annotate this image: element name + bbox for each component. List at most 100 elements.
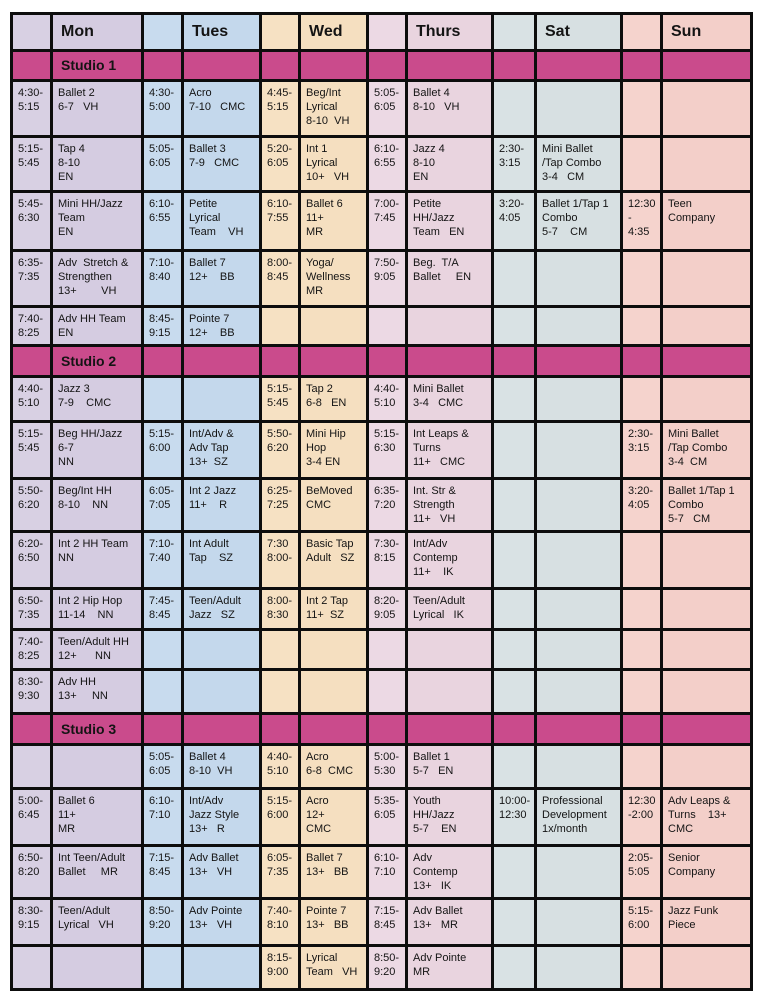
class-cell: Int 2 Hip Hop 11-14 NN: [53, 590, 141, 628]
time-cell: 3:20- 4:05: [623, 480, 660, 530]
studio-banner-cell: [369, 52, 405, 79]
time-cell: [369, 631, 405, 668]
class-cell: Jazz 4 8-10 EN: [408, 138, 491, 190]
time-cell: 7:15- 8:45: [144, 847, 181, 897]
class-cell: [537, 378, 620, 420]
class-cell: [408, 308, 491, 344]
time-cell: 5:50- 6:20: [262, 423, 298, 477]
time-cell: [494, 480, 534, 530]
class-cell: Ballet 6 11+ MR: [53, 790, 141, 844]
class-cell: [663, 746, 750, 787]
class-cell: [663, 138, 750, 190]
time-cell: 6:50- 8:20: [13, 847, 50, 897]
studio-banner-cell: [537, 52, 620, 79]
class-cell: [53, 746, 141, 787]
class-cell: Int 1 Lyrical 10+ VH: [301, 138, 366, 190]
time-cell: [623, 378, 660, 420]
studio-banner-cell: [13, 715, 50, 743]
time-cell: 6:05- 7:35: [262, 847, 298, 897]
time-cell: 7:45- 8:45: [144, 590, 181, 628]
class-cell: [408, 671, 491, 712]
class-cell: Mini Ballet 3-4 CMC: [408, 378, 491, 420]
class-cell: Adv Stretch & Strengthen 13+ VH: [53, 252, 141, 305]
time-cell: 5:05- 6:05: [144, 746, 181, 787]
studio-banner-cell: [408, 52, 491, 79]
day-header-thurs: Thurs: [408, 15, 491, 49]
studio-banner-cell: [369, 347, 405, 375]
class-cell: [537, 533, 620, 587]
time-cell: [623, 308, 660, 344]
studio-banner-cell: [494, 52, 534, 79]
class-cell: Teen/Adult HH 12+ NN: [53, 631, 141, 668]
studio-banner-cell: [144, 715, 181, 743]
class-cell: Jazz Funk Piece: [663, 900, 750, 944]
class-cell: Mini Hip Hop 3-4 EN: [301, 423, 366, 477]
class-cell: Int Leaps & Turns 11+ CMC: [408, 423, 491, 477]
time-cell: [623, 82, 660, 135]
class-cell: Ballet 2 6-7 VH: [53, 82, 141, 135]
class-cell: [184, 378, 259, 420]
time-cell: 6:10- 7:55: [262, 193, 298, 249]
studio-banner-cell: [369, 715, 405, 743]
time-cell: [369, 671, 405, 712]
class-cell: Mini Ballet /Tap Combo 3-4 CM: [663, 423, 750, 477]
time-cell: 3:20- 4:05: [494, 193, 534, 249]
day-header-sun: Sun: [663, 15, 750, 49]
class-cell: Int/Adv Contemp 11+ IK: [408, 533, 491, 587]
studio-banner-cell: [623, 715, 660, 743]
time-cell: [623, 631, 660, 668]
class-cell: [537, 308, 620, 344]
class-cell: [663, 252, 750, 305]
time-cell: [13, 746, 50, 787]
time-cell: 12:30 - 4:35: [623, 193, 660, 249]
class-cell: Beg/Int Lyrical 8-10 VH: [301, 82, 366, 135]
schedule-table: Mon Tues Wed Thurs Sat Sun Studio 1 4:30- 5:15 B…: [10, 12, 753, 991]
class-cell: Youth HH/Jazz 5-7 EN: [408, 790, 491, 844]
studio-label: Studio 1: [53, 52, 141, 79]
time-cell: [494, 378, 534, 420]
class-cell: Ballet 4 8-10 VH: [184, 746, 259, 787]
studio-banner-cell: [262, 347, 298, 375]
header-time-spacer-sat: [494, 15, 534, 49]
time-cell: 8:15- 9:00: [262, 947, 298, 988]
class-cell: [537, 671, 620, 712]
class-cell: Ballet 7 13+ BB: [301, 847, 366, 897]
studio-banner-cell: [262, 52, 298, 79]
time-cell: 5:15- 5:45: [13, 423, 50, 477]
studio-banner-cell: [537, 347, 620, 375]
time-cell: [623, 252, 660, 305]
studio-banner-cell: [663, 347, 750, 375]
time-cell: 8:45- 9:15: [144, 308, 181, 344]
time-cell: 7:40- 8:10: [262, 900, 298, 944]
class-cell: [184, 631, 259, 668]
class-cell: Senior Company: [663, 847, 750, 897]
class-cell: Beg. T/A Ballet EN: [408, 252, 491, 305]
class-cell: Ballet 3 7-9 CMC: [184, 138, 259, 190]
studio-banner-cell: [301, 715, 366, 743]
time-cell: [623, 533, 660, 587]
studio-banner-cell: [408, 715, 491, 743]
time-cell: [494, 900, 534, 944]
class-cell: Adv Leaps & Turns 13+ CMC: [663, 790, 750, 844]
time-cell: 5:15- 5:45: [13, 138, 50, 190]
time-cell: [494, 746, 534, 787]
class-cell: [537, 252, 620, 305]
time-cell: 12:30 -2:00: [623, 790, 660, 844]
time-cell: 6:10- 7:10: [144, 790, 181, 844]
time-cell: 6:25- 7:25: [262, 480, 298, 530]
class-cell: [53, 947, 141, 988]
class-cell: [663, 947, 750, 988]
time-cell: 6:20- 6:50: [13, 533, 50, 587]
time-cell: [623, 947, 660, 988]
class-cell: Pointe 7 13+ BB: [301, 900, 366, 944]
class-cell: [663, 82, 750, 135]
class-cell: Adv HH 13+ NN: [53, 671, 141, 712]
class-cell: Acro 7-10 CMC: [184, 82, 259, 135]
studio-banner-cell: [494, 347, 534, 375]
time-cell: 5:35- 6:05: [369, 790, 405, 844]
time-cell: [144, 947, 181, 988]
studio-banner-cell: [184, 715, 259, 743]
time-cell: 5:05- 6:05: [369, 82, 405, 135]
time-cell: [494, 671, 534, 712]
class-cell: [537, 480, 620, 530]
